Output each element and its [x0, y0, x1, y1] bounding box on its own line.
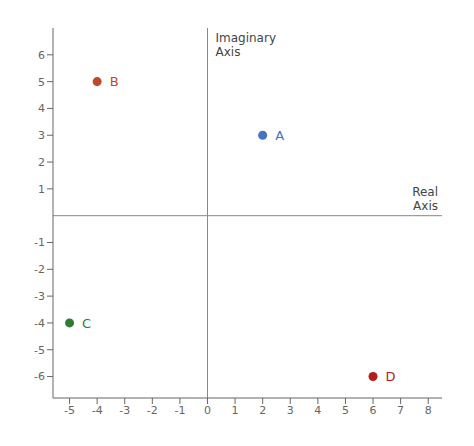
svg-text:8: 8: [425, 404, 432, 417]
svg-text:1: 1: [232, 404, 239, 417]
svg-text:-6: -6: [34, 370, 45, 383]
svg-text:-5: -5: [34, 344, 45, 357]
svg-text:A: A: [275, 128, 284, 143]
svg-text:-4: -4: [34, 317, 45, 330]
svg-text:7: 7: [397, 404, 404, 417]
svg-text:D: D: [386, 369, 396, 384]
svg-text:3: 3: [287, 404, 294, 417]
svg-text:-4: -4: [92, 404, 103, 417]
svg-text:-1: -1: [174, 404, 185, 417]
svg-text:4: 4: [314, 404, 321, 417]
svg-text:B: B: [110, 74, 119, 89]
svg-text:-5: -5: [64, 404, 75, 417]
svg-text:5: 5: [38, 76, 45, 89]
svg-text:6: 6: [38, 49, 45, 62]
svg-text:ImaginaryAxis: ImaginaryAxis: [215, 31, 276, 59]
svg-text:0: 0: [204, 404, 211, 417]
svg-text:-2: -2: [34, 263, 45, 276]
svg-text:-1: -1: [34, 236, 45, 249]
svg-text:C: C: [82, 316, 91, 331]
svg-text:1: 1: [38, 183, 45, 196]
svg-text:-2: -2: [147, 404, 158, 417]
svg-text:3: 3: [38, 129, 45, 142]
svg-text:2: 2: [259, 404, 266, 417]
svg-text:2: 2: [38, 156, 45, 169]
svg-text:5: 5: [342, 404, 349, 417]
svg-text:RealAxis: RealAxis: [412, 185, 438, 213]
svg-text:4: 4: [38, 102, 45, 115]
svg-text:6: 6: [370, 404, 377, 417]
svg-text:-3: -3: [119, 404, 130, 417]
svg-text:-3: -3: [34, 290, 45, 303]
